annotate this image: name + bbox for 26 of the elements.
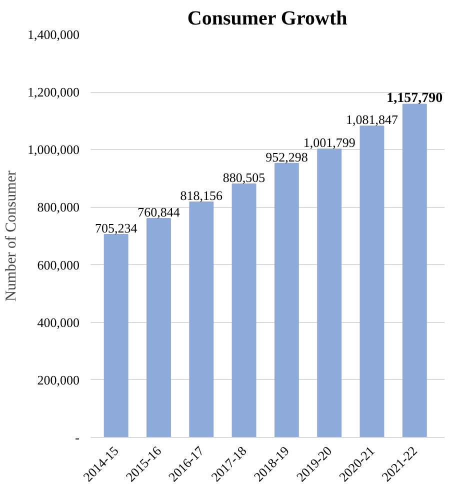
y-tick-label: 800,000 [37, 200, 80, 215]
y-tick-label: 1,400,000 [28, 27, 80, 42]
data-label: 760,844 [138, 204, 180, 220]
data-label: 1,081,847 [346, 112, 398, 128]
y-tick-label: 1,200,000 [28, 84, 80, 100]
bar [232, 184, 256, 438]
bar [146, 218, 171, 438]
bar [274, 162, 299, 438]
data-label: 818,156 [180, 188, 224, 203]
y-tick-label: - [75, 430, 80, 445]
chart-title: Consumer Growth [187, 8, 348, 30]
data-label: 1,001,799 [303, 135, 356, 150]
data-label: 880,505 [222, 170, 266, 186]
y-tick-label: 600,000 [37, 257, 80, 272]
y-tick-label: 200,000 [37, 372, 80, 388]
bar [402, 104, 427, 438]
y-axis-title: Number of Consumer [4, 170, 20, 302]
data-label: 705,234 [94, 220, 138, 236]
y-tick-label: 1,000,000 [28, 142, 80, 158]
bar [189, 201, 214, 438]
bar [360, 126, 384, 438]
data-label: 1,157,790 [386, 91, 443, 106]
data-label: 952,298 [266, 149, 308, 164]
bar [317, 148, 342, 438]
bar [104, 234, 128, 438]
y-tick-label: 400,000 [37, 314, 80, 330]
